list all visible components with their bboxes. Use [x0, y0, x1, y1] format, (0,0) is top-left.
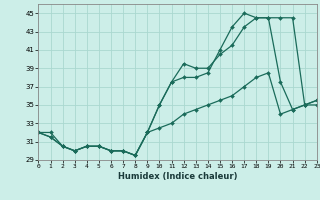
X-axis label: Humidex (Indice chaleur): Humidex (Indice chaleur) [118, 172, 237, 181]
